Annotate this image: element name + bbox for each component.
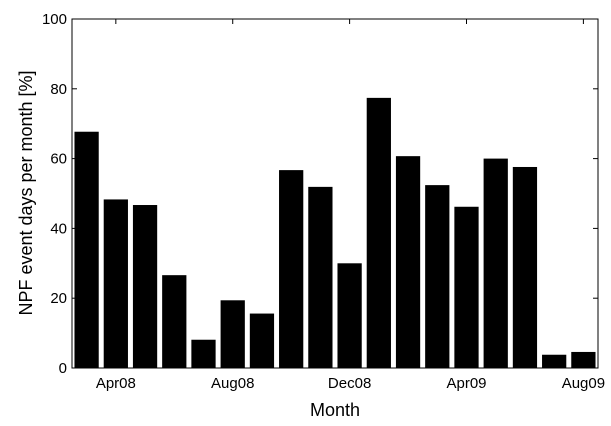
bar-apr08 — [103, 199, 128, 368]
bar-jul09 — [542, 354, 567, 368]
bar-aug09 — [571, 351, 596, 368]
x-axis-ticks: Apr08 Aug08 Dec08 Apr09 Aug09 — [96, 19, 605, 392]
bar-sep08 — [249, 313, 275, 368]
x-tick-label: Aug08 — [211, 375, 254, 392]
y-tick-label: 40 — [50, 220, 67, 237]
bar-jul08 — [191, 339, 216, 368]
bar-dec08 — [337, 263, 362, 368]
y-tick-label: 100 — [42, 11, 67, 28]
bar-apr09 — [454, 206, 479, 368]
x-axis-label: Month — [310, 400, 360, 420]
y-axis-ticks: 0 20 40 60 80 100 — [42, 11, 598, 377]
plot-area — [71, 18, 599, 369]
bar-mar08 — [74, 131, 99, 368]
y-axis-label: NPF event days per month [%] — [16, 70, 36, 315]
bar-mar09 — [425, 185, 450, 368]
bar-feb09 — [395, 156, 421, 368]
x-tick-label: Aug09 — [562, 375, 605, 392]
bar-jan09 — [366, 97, 391, 369]
x-tick-label: Dec08 — [328, 375, 371, 392]
bar-jun09 — [512, 166, 538, 368]
bar-jun08 — [162, 275, 187, 368]
bar-nov08 — [308, 186, 333, 368]
x-tick-label: Apr08 — [96, 375, 136, 392]
bars-group — [74, 97, 596, 369]
y-tick-label: 0 — [59, 360, 67, 377]
y-tick-label: 60 — [50, 151, 67, 168]
bar-may08 — [132, 205, 158, 368]
x-tick-label: Apr09 — [446, 375, 486, 392]
bar-may09 — [483, 158, 508, 368]
y-tick-label: 80 — [50, 81, 67, 98]
bar-aug08 — [220, 300, 245, 368]
y-tick-label: 20 — [50, 290, 67, 307]
bar-oct08 — [279, 170, 304, 368]
